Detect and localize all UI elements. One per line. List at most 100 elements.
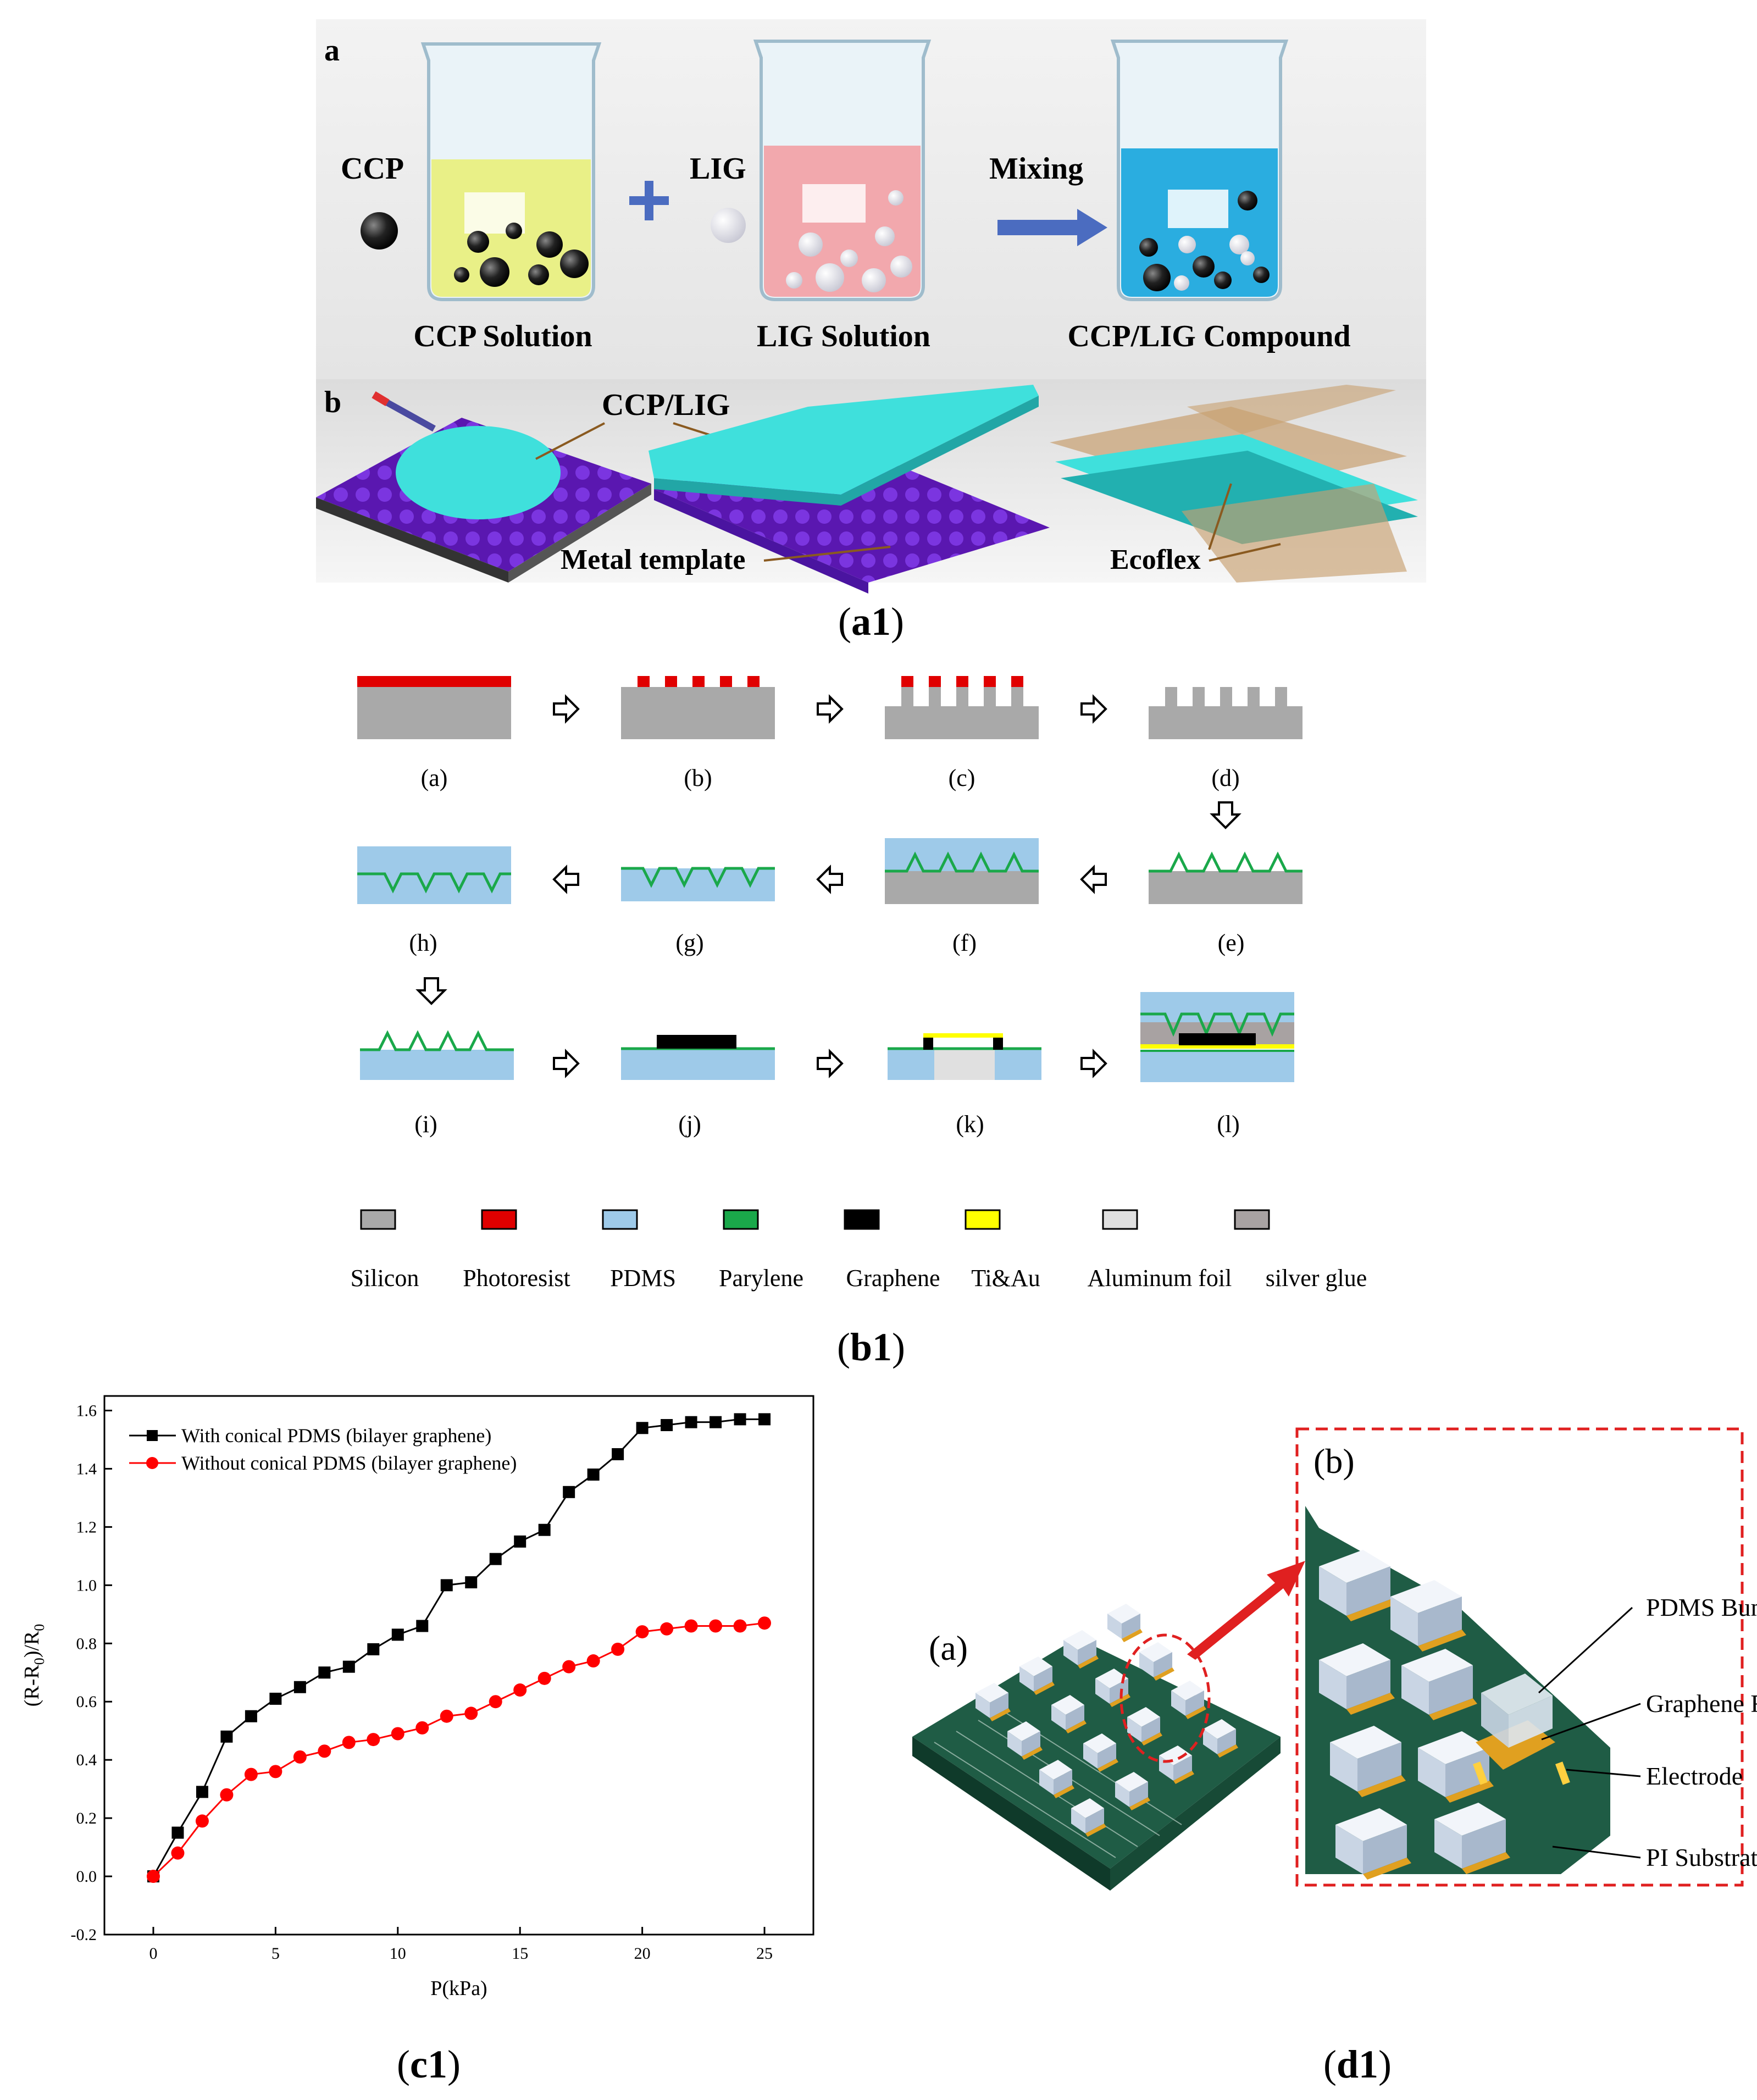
zoom-detail — [1305, 1506, 1610, 1880]
y-tick-label: 1.6 — [76, 1401, 97, 1420]
step-label-h: (h) — [409, 929, 437, 956]
mixing-label: Mixing — [989, 152, 1083, 186]
legend-label-graphene: Graphene — [846, 1265, 940, 1292]
process-legend: Silicon Photoresist PDMS Parylene Graphe… — [351, 1209, 1367, 1292]
panel-d1: (a) (b) PDMS Bump Graphene Film El — [879, 1385, 1757, 2044]
zoom-sensor-bump — [1401, 1649, 1477, 1720]
data-point — [220, 1788, 234, 1802]
x-tick-label: 10 — [390, 1944, 406, 1963]
zoom-sensor-bump — [1330, 1726, 1406, 1797]
data-point — [489, 1553, 502, 1565]
legend-swatch-aluminum — [1102, 1209, 1138, 1230]
data-point — [538, 1523, 551, 1536]
data-point — [269, 1765, 282, 1778]
x-tick-label: 5 — [271, 1944, 280, 1963]
arrow-left-icon — [552, 865, 1107, 894]
data-point — [293, 1681, 306, 1693]
legend-swatch-photoresist — [481, 1209, 517, 1230]
step-label-c: (c) — [949, 764, 976, 791]
sensor-bump — [1127, 1707, 1162, 1746]
data-point — [416, 1620, 429, 1632]
metal-template-1 — [316, 391, 651, 583]
zoom-sensor-bump — [1319, 1550, 1395, 1621]
panel-b1: (a) (b) (c) (d) (h) (g) — [0, 654, 1757, 1368]
legend-swatch-pdms — [602, 1209, 638, 1230]
data-point — [269, 1692, 282, 1705]
panel-a1: a CCP CCP Solution LIG LIG Soluti — [0, 0, 1757, 660]
data-point — [465, 1576, 478, 1589]
y-tick-label: 0.8 — [76, 1634, 97, 1653]
pi-substrate-label: PI Substrate — [1646, 1843, 1757, 1871]
y-tick-label: 0.0 — [76, 1868, 97, 1886]
legend-label-photoresist: Photoresist — [463, 1265, 570, 1292]
data-point — [586, 1654, 600, 1668]
data-point — [758, 1413, 771, 1426]
panel-a1-figure: a CCP CCP Solution LIG LIG Soluti — [316, 19, 1426, 594]
step-f — [885, 838, 1039, 904]
legend-marker-without-conical — [146, 1457, 158, 1469]
sensor-array-board — [912, 1604, 1281, 1891]
step-h — [357, 846, 511, 904]
arrow-right-icon — [553, 694, 1107, 724]
legend-marker-with-conical — [147, 1430, 158, 1441]
data-point — [195, 1814, 209, 1828]
beaker-compound — [1110, 40, 1289, 301]
caption-b1: (b1) — [836, 1325, 905, 1369]
data-point — [196, 1786, 208, 1798]
caption-d1: (d1) — [1323, 2042, 1392, 2086]
step-j — [621, 1035, 775, 1080]
beaker1-caption: CCP Solution — [413, 319, 592, 353]
data-point — [367, 1643, 380, 1655]
panel-c1: 0 5 10 15 20 25 -0.2 0.0 0.2 0.4 0.6 0.8 1.0 1.2 1.4 1.… — [0, 1385, 857, 2044]
pdms-bump-label: PDMS Bump — [1646, 1593, 1757, 1621]
data-point — [636, 1422, 649, 1434]
caption-a1: (a1) — [838, 600, 904, 644]
chart-legend: With conical PDMS (bilayer graphene) Wit… — [129, 1425, 517, 1474]
data-point — [318, 1666, 331, 1679]
data-point — [391, 1628, 404, 1641]
y-tick-label: 0.2 — [76, 1809, 97, 1827]
step-label-f: (f) — [952, 929, 977, 956]
step-a — [357, 676, 511, 739]
step-label-g: (g) — [675, 929, 703, 956]
sensor-bump — [1107, 1604, 1143, 1642]
legend-label-silicon: Silicon — [351, 1265, 419, 1292]
data-point — [733, 1619, 747, 1633]
data-point — [611, 1642, 625, 1656]
legend-swatch-silver-glue — [1234, 1209, 1270, 1230]
step-label-k: (k) — [956, 1111, 984, 1138]
sensor-bump — [1115, 1772, 1150, 1810]
sensor-bump — [1051, 1695, 1087, 1733]
y-axis-label-text: (R-R0)/R0 — [20, 1624, 47, 1707]
panel-b1-figure: (a) (b) (c) (d) (h) (g) — [351, 676, 1367, 1292]
step-d — [1149, 687, 1302, 739]
sensor-bump — [1039, 1760, 1074, 1798]
row-a-letter: a — [324, 34, 340, 68]
x-tick-label: 0 — [149, 1944, 157, 1963]
sensor-bump — [1171, 1681, 1206, 1719]
legend-label-without-conical: Without conical PDMS (bilayer graphene) — [181, 1452, 517, 1474]
step-label-d: (d) — [1211, 764, 1239, 791]
zoom-box — [1295, 1427, 1744, 1887]
step-label-b: (b) — [684, 764, 712, 791]
legend-swatch-parylene — [723, 1209, 759, 1230]
sensor-bump — [1071, 1798, 1106, 1837]
beaker-ccp-solution — [420, 42, 602, 301]
data-point — [660, 1622, 674, 1636]
plus-icon — [629, 181, 669, 220]
data-point — [171, 1826, 184, 1839]
arrow-down-icon — [415, 977, 447, 1005]
zoom-sensor-bump — [1319, 1643, 1395, 1715]
legend-label-with-conical: With conical PDMS (bilayer graphene) — [181, 1425, 491, 1447]
sensor-bump — [1019, 1656, 1055, 1695]
step-label-l: (l) — [1217, 1111, 1240, 1138]
zoom-sensor-bump — [1335, 1808, 1411, 1880]
data-point — [513, 1683, 527, 1697]
data-point — [685, 1416, 697, 1428]
legend-label-silver-glue: silver glue — [1266, 1265, 1367, 1292]
y-axis-label: (R-R0)/R0 — [20, 1624, 47, 1707]
d1-label-b: (b) — [1313, 1442, 1355, 1481]
data-point — [489, 1695, 502, 1709]
mixing-arrow-icon — [997, 209, 1107, 246]
ecoflex-assembly — [1050, 385, 1418, 583]
